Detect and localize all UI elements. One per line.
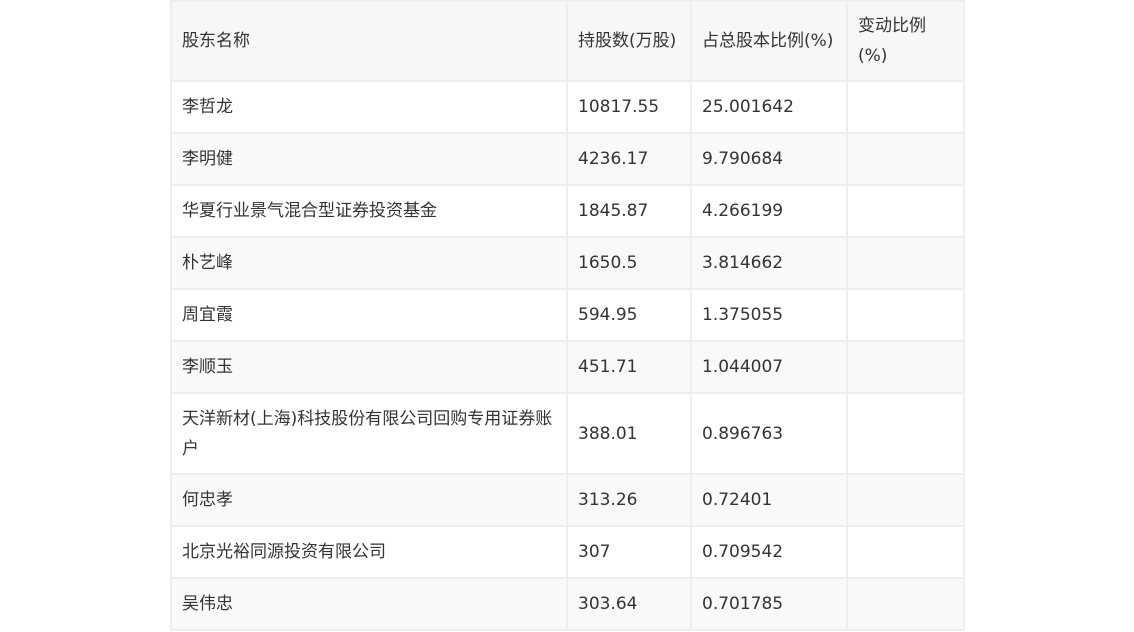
cell-ratio: 0.72401 bbox=[690, 473, 848, 527]
cell-shares: 10817.55 bbox=[566, 80, 692, 134]
cell-shares: 451.71 bbox=[566, 340, 692, 394]
header-ratio: 占总股本比例(%) bbox=[690, 0, 848, 82]
cell-ratio: 25.001642 bbox=[690, 80, 848, 134]
cell-change bbox=[846, 577, 965, 631]
cell-shares: 303.64 bbox=[566, 577, 692, 631]
cell-change bbox=[846, 80, 965, 134]
cell-ratio: 9.790684 bbox=[690, 132, 848, 186]
cell-ratio: 0.701785 bbox=[690, 577, 848, 631]
cell-name: 朴艺峰 bbox=[170, 236, 568, 290]
table-row: 吴伟忠 303.64 0.701785 bbox=[170, 577, 965, 631]
table-row: 周宜霞 594.95 1.375055 bbox=[170, 288, 965, 342]
header-change: 变动比例(%) bbox=[846, 0, 965, 82]
table-row: 天洋新材(上海)科技股份有限公司回购专用证券账户 388.01 0.896763 bbox=[170, 392, 965, 475]
cell-name: 李明健 bbox=[170, 132, 568, 186]
cell-ratio: 1.044007 bbox=[690, 340, 848, 394]
cell-ratio: 3.814662 bbox=[690, 236, 848, 290]
cell-name: 李顺玉 bbox=[170, 340, 568, 394]
cell-ratio: 0.896763 bbox=[690, 392, 848, 475]
table-row: 朴艺峰 1650.5 3.814662 bbox=[170, 236, 965, 290]
table-row: 华夏行业景气混合型证券投资基金 1845.87 4.266199 bbox=[170, 184, 965, 238]
cell-shares: 1845.87 bbox=[566, 184, 692, 238]
header-shares: 持股数(万股) bbox=[566, 0, 692, 82]
cell-name: 北京光裕同源投资有限公司 bbox=[170, 525, 568, 579]
shareholders-table: 股东名称 持股数(万股) 占总股本比例(%) 变动比例(%) 李哲龙 10817.… bbox=[170, 0, 965, 631]
cell-ratio: 1.375055 bbox=[690, 288, 848, 342]
cell-change bbox=[846, 392, 965, 475]
table-row: 李顺玉 451.71 1.044007 bbox=[170, 340, 965, 394]
cell-shares: 307 bbox=[566, 525, 692, 579]
cell-ratio: 4.266199 bbox=[690, 184, 848, 238]
cell-name: 华夏行业景气混合型证券投资基金 bbox=[170, 184, 568, 238]
cell-name: 周宜霞 bbox=[170, 288, 568, 342]
table-row: 北京光裕同源投资有限公司 307 0.709542 bbox=[170, 525, 965, 579]
cell-shares: 313.26 bbox=[566, 473, 692, 527]
table-row: 李哲龙 10817.55 25.001642 bbox=[170, 80, 965, 134]
header-row: 股东名称 持股数(万股) 占总股本比例(%) 变动比例(%) bbox=[170, 0, 965, 82]
table-row: 何忠孝 313.26 0.72401 bbox=[170, 473, 965, 527]
cell-change bbox=[846, 525, 965, 579]
cell-shares: 4236.17 bbox=[566, 132, 692, 186]
cell-name: 吴伟忠 bbox=[170, 577, 568, 631]
cell-change bbox=[846, 288, 965, 342]
cell-change bbox=[846, 184, 965, 238]
table-row: 李明健 4236.17 9.790684 bbox=[170, 132, 965, 186]
cell-ratio: 0.709542 bbox=[690, 525, 848, 579]
cell-change bbox=[846, 473, 965, 527]
cell-name: 何忠孝 bbox=[170, 473, 568, 527]
cell-change bbox=[846, 340, 965, 394]
header-name: 股东名称 bbox=[170, 0, 568, 82]
cell-shares: 1650.5 bbox=[566, 236, 692, 290]
cell-name: 天洋新材(上海)科技股份有限公司回购专用证券账户 bbox=[170, 392, 568, 475]
cell-change bbox=[846, 132, 965, 186]
cell-name: 李哲龙 bbox=[170, 80, 568, 134]
cell-change bbox=[846, 236, 965, 290]
cell-shares: 594.95 bbox=[566, 288, 692, 342]
cell-shares: 388.01 bbox=[566, 392, 692, 475]
